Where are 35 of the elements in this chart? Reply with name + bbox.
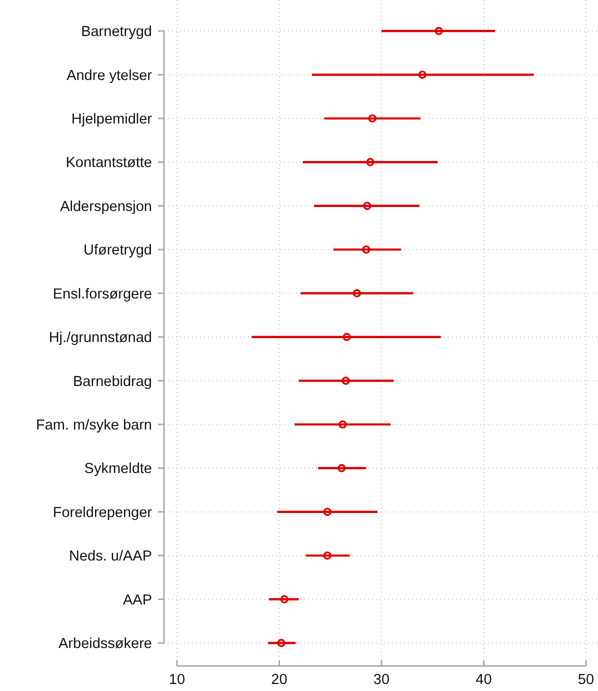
point	[323, 551, 332, 560]
y-tick-label: Kontantstøtte	[66, 155, 152, 172]
y-tick-label: Andre ytelser	[66, 68, 152, 84]
y-tick-label: Hj./grunnstønad	[48, 330, 152, 346]
y-tick-label: Hjelpemidler	[71, 112, 152, 128]
y-tick-label: Alderspensjon	[60, 198, 152, 215]
point	[342, 332, 351, 342]
point	[363, 202, 372, 210]
point	[434, 26, 443, 36]
y-tick-label: Ensl.forsørgere	[52, 286, 152, 302]
point	[352, 289, 362, 298]
x-tick-label: 40	[476, 672, 492, 688]
y-tick-label: Foreldrepenger	[52, 504, 152, 521]
point	[418, 70, 426, 79]
y-tick-label: Neds. u/AAP	[68, 548, 152, 565]
point	[277, 638, 286, 648]
y-tick-label: Barnebidrag	[73, 374, 152, 390]
point	[342, 376, 350, 385]
point	[280, 595, 288, 604]
x-tick-label: 20	[271, 672, 288, 688]
point	[323, 508, 332, 516]
point	[362, 245, 370, 254]
point	[338, 464, 346, 472]
x-tick-label: 30	[373, 672, 390, 688]
y-tick-label: Barnetrygd	[81, 24, 152, 40]
x-tick-label: 10	[168, 672, 186, 688]
point	[338, 420, 347, 429]
x-tick-label: 50	[578, 672, 594, 688]
point	[366, 158, 374, 166]
y-tick-label: Uføretrygd	[84, 242, 152, 259]
y-tick-label: Fam. m/syke barn	[36, 418, 152, 434]
y-tick-label: Arbeidssøkere	[58, 636, 152, 652]
point	[368, 114, 376, 123]
y-tick-label: Sykmeldte	[84, 461, 152, 478]
y-tick-label: AAP	[122, 592, 152, 608]
